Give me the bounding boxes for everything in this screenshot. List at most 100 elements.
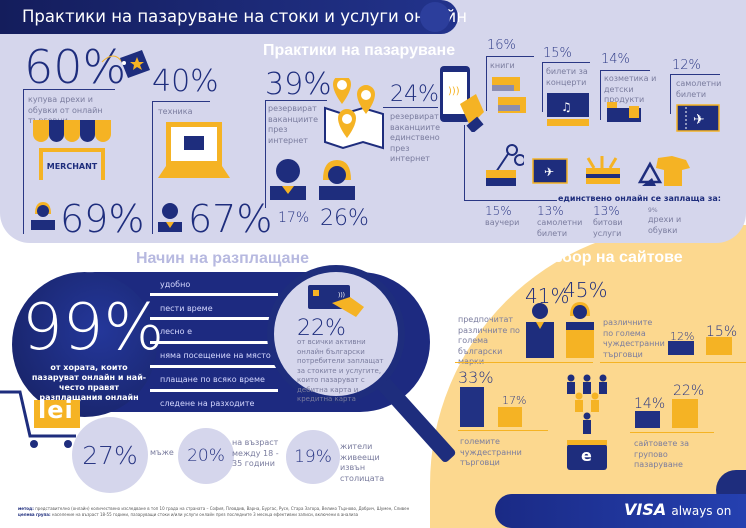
clothes-icon [637,156,690,186]
category-label: козметика и детски продукти [604,74,657,104]
online-only-pct: 13% [593,204,620,218]
category-pct: 15% [543,46,572,61]
man-icon [526,303,554,358]
divider [486,56,534,57]
target-label: целева група: [18,512,51,517]
woman-icon [31,202,55,230]
group-men-bar [635,411,660,428]
woman-icon [566,302,594,358]
svg-text:))): ))) [338,292,345,299]
category-pct: 12% [672,58,701,73]
bg-brands-label: предпочитат различните по голема българс… [458,315,520,366]
man-icon [158,203,182,232]
divider [150,341,278,344]
divider [150,365,278,368]
divider [383,107,438,108]
divider [670,74,720,75]
svg-text:))): ))) [448,86,460,97]
page-title: Практики на пазаруване на стоки и услуги… [22,7,468,26]
divider [486,56,487,111]
vacation-only-label: резервират ваканциите единствено през ин… [390,112,441,163]
online-only-heading: единствено онлайн се заплаща за: [558,194,721,203]
tools-icon [586,156,620,184]
woman-icon [319,160,355,200]
divider [23,89,115,90]
tech-pct: 40% [152,64,219,99]
method-label: метод: [18,506,34,511]
plane-ticket-icon: ✈ [676,104,720,132]
payment-reason: следене на разходите [160,399,255,408]
stat-circle: 27% [72,417,148,493]
divider [670,74,671,114]
divider [150,317,278,320]
payment-reason: лесно е [160,327,193,336]
foreign-women-bar [706,337,732,355]
voucher-scissors-icon [486,144,524,186]
divider [455,362,593,363]
category-label: самолетни билети [676,79,722,99]
payment-reason: плащане по всяко време [160,375,265,384]
footer-notes: метод: представително (онлайн) количеств… [18,506,493,518]
online-only-item: 13% битови услуги [593,204,633,239]
foreign-label: различните по голема чуждестранни търгов… [603,318,665,359]
title-decoration [420,2,450,32]
women-vacation-pct: 26% [320,206,369,231]
big-foreign-label: големите чуждестранни търговци [460,437,522,467]
divider [458,430,548,431]
vacation-pct: 39% [265,67,332,102]
books-icon [492,77,526,113]
sites-men-pct: 41% [525,284,570,308]
men-vacation-pct: 17% [278,210,310,226]
divider [600,70,601,120]
divider [150,293,278,296]
tech-label: техника [158,107,193,116]
vacation-label: резервират ваканциите през интернет [268,104,319,145]
sites-women-pct: 45% [563,278,608,302]
stat-label: на възраст между 18 - 35 години [232,438,279,468]
online-only-pct: 9% [648,207,658,214]
category-label: книги [490,61,515,70]
women-pct: 69% [60,197,145,241]
man-icon [270,159,306,200]
divider [464,200,557,201]
svg-text:✈: ✈ [693,112,705,128]
concert-icon: ♫ [547,93,589,126]
payment-reason: няма посещение на място [160,351,271,360]
group-women-pct: 22% [673,383,705,399]
online-only-item: 15% ваучери [485,204,519,229]
divider [600,362,746,363]
foreign-men-pct: 12% [670,330,695,343]
visa-brand: VISA [624,500,667,519]
clothes-pct: 60% [24,40,127,94]
cosmetics-icon [607,102,641,122]
svg-text:✈: ✈ [544,165,554,179]
plane-ticket-icon: ✈ [532,158,568,184]
payment-reason: пести време [160,304,213,313]
visa-logo: VISA always on [624,500,731,519]
group-men-pct: 14% [634,396,666,412]
online-only-item: 9% дрехи и обувки [648,207,688,236]
big-foreign-men-pct: 33% [458,368,494,387]
divider [542,62,543,112]
group-label: сайтовете за групово пазаруване [634,439,689,469]
practices-heading: Практики на пазаруване [263,42,456,59]
card-label: от всички активни онлайн български потре… [297,338,384,403]
big-foreign-women-pct: 17% [502,394,527,407]
merchant-shop-icon: MERCHANT [33,120,111,182]
title-bar: Практики на пазаруване на стоки и услуги… [0,0,467,34]
divider [23,89,24,234]
foreign-men-bar [668,341,694,355]
online-only-pct: 15% [485,204,512,218]
group-funnel-icon [567,374,607,470]
shopping-cart-icon [0,390,80,448]
payment-reason: удобно [160,280,191,289]
online-only-pct: 13% [537,204,564,218]
divider [265,100,327,101]
currency-label: lei [38,396,74,424]
online-only-label: ваучери [485,218,520,227]
card-pct: 22% [297,316,346,341]
svg-text:♫: ♫ [561,100,572,114]
category-pct: 16% [487,38,516,53]
online-only-label: самолетни билети [537,218,583,238]
category-pct: 14% [601,52,630,67]
